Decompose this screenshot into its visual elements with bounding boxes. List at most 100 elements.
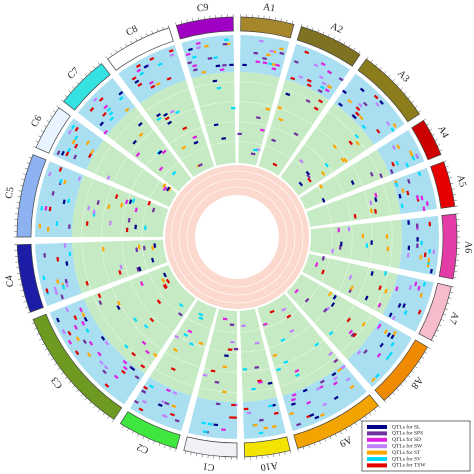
- qtl-mark: [262, 57, 267, 60]
- scale-tick: [68, 381, 72, 384]
- qtl-mark: [375, 373, 380, 379]
- scale-tick: [68, 90, 72, 93]
- track-outer: [376, 129, 425, 176]
- chromosome-label: A1: [262, 2, 276, 15]
- track-grid: [94, 145, 112, 174]
- chromosome-band: [418, 282, 452, 341]
- qtl-mark: [385, 355, 391, 361]
- scale-tick: [64, 376, 68, 380]
- scale-tick: [359, 419, 362, 423]
- scale-tick: [350, 425, 353, 429]
- scale-tick: [353, 47, 356, 51]
- qtl-mark: [124, 199, 129, 205]
- qtl-mark: [369, 200, 373, 206]
- qtl-mark: [313, 106, 319, 111]
- qtl-mark: [73, 154, 78, 160]
- scale-tick: [147, 438, 150, 442]
- chromosome-band: [16, 243, 44, 313]
- qtl-mark: [82, 339, 87, 345]
- qtl-mark: [233, 347, 239, 351]
- qtl-mark: [227, 348, 233, 351]
- qtl-mark: [192, 135, 198, 140]
- qtl-mark: [65, 282, 69, 288]
- scale-tick: [392, 392, 395, 395]
- qtl-mark: [97, 293, 102, 299]
- qtl-mark: [370, 271, 374, 276]
- qtl-mark: [333, 395, 339, 400]
- scale-tick: [27, 312, 31, 314]
- qtl-mark: [343, 157, 348, 163]
- qtl-mark: [202, 430, 208, 434]
- qtl-mark: [388, 351, 393, 357]
- qtl-mark: [169, 53, 175, 57]
- scale-tick: [18, 190, 22, 192]
- track-middle: [258, 79, 330, 176]
- qtl-mark: [395, 160, 400, 166]
- qtl-mark: [178, 302, 184, 308]
- qtl-mark: [361, 321, 366, 327]
- qtl-mark: [166, 76, 172, 81]
- legend-label: QTLs for SW: [392, 442, 423, 449]
- qtl-mark: [198, 312, 204, 317]
- qtl-mark: [55, 221, 59, 226]
- track-middle: [106, 106, 192, 192]
- qtl-mark: [313, 63, 319, 68]
- track-outer: [49, 298, 145, 405]
- qtl-mark: [119, 202, 124, 208]
- scale-tick: [284, 451, 286, 455]
- qtl-mark: [122, 359, 128, 365]
- qtl-mark: [139, 71, 145, 76]
- qtl-mark: [98, 97, 104, 102]
- center-hole: [195, 195, 279, 279]
- qtl-mark: [324, 88, 330, 93]
- qtl-mark: [407, 220, 410, 225]
- scale-tick: [167, 24, 170, 28]
- track-outer: [52, 118, 104, 170]
- scale-tick: [156, 28, 159, 32]
- qtl-mark: [224, 38, 229, 42]
- scale-tick: [444, 308, 448, 310]
- qtl-mark: [68, 251, 72, 257]
- qtl-mark: [65, 261, 69, 266]
- qtl-mark: [290, 76, 296, 81]
- qtl-mark: [385, 121, 391, 126]
- scale-tick: [164, 444, 166, 448]
- track-outer: [282, 363, 367, 432]
- qtl-mark: [250, 152, 256, 156]
- qtl-mark: [338, 102, 343, 107]
- track-grid: [238, 141, 262, 146]
- qtl-mark: [309, 413, 315, 417]
- chromosome-label: C1: [202, 460, 215, 472]
- qtl-mark: [213, 56, 218, 60]
- chromosome-band: [63, 63, 111, 111]
- scale-tick: [126, 428, 129, 432]
- qtl-mark: [332, 376, 338, 381]
- track-grid: [113, 157, 128, 183]
- qtl-mark: [298, 181, 304, 187]
- qtl-mark: [340, 241, 343, 247]
- scale-tick: [302, 446, 305, 450]
- scale-tick: [328, 33, 330, 37]
- scale-tick: [301, 23, 303, 27]
- qtl-mark: [432, 249, 436, 255]
- scale-tick: [400, 87, 403, 90]
- qtl-mark: [374, 209, 377, 214]
- scale-tick: [289, 450, 292, 454]
- qtl-mark: [56, 317, 60, 323]
- track-grid: [349, 224, 353, 260]
- qtl-mark: [259, 128, 265, 132]
- scale-tick: [158, 442, 161, 446]
- ring-grid: [186, 186, 288, 288]
- track-grid: [161, 161, 179, 179]
- qtl-mark: [63, 179, 67, 185]
- qtl-mark: [137, 244, 141, 250]
- qtl-mark: [148, 384, 154, 389]
- track-grid: [240, 329, 261, 333]
- qtl-mark: [350, 332, 356, 338]
- scale-tick: [438, 324, 442, 327]
- scale-tick: [198, 17, 200, 21]
- chromosome-band: [35, 107, 71, 154]
- track-grid: [165, 351, 200, 368]
- qtl-mark: [157, 150, 163, 155]
- qtl-mark: [319, 85, 325, 90]
